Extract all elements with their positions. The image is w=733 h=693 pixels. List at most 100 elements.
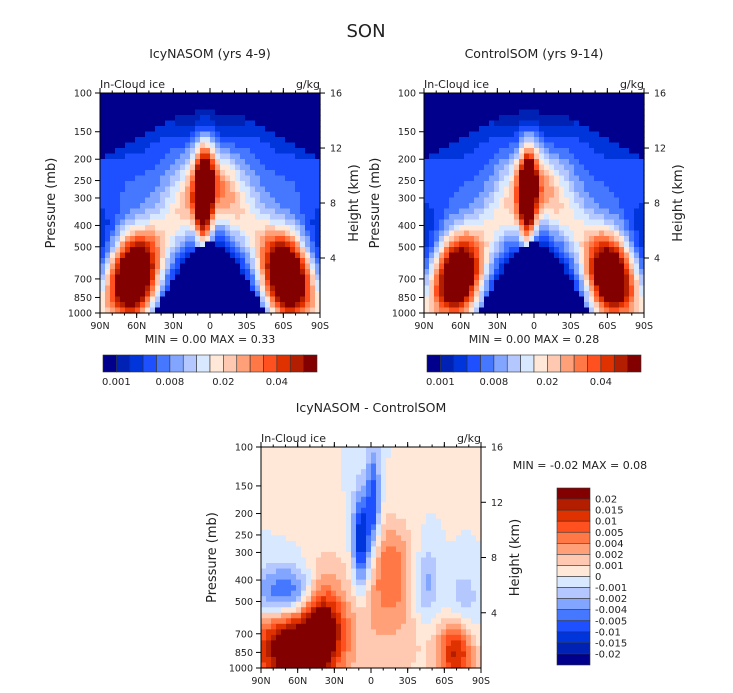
field-cell (411, 651, 417, 658)
field-cell (584, 236, 590, 243)
field-cell (579, 137, 585, 144)
field-cell (524, 104, 530, 111)
field-cell (474, 302, 480, 309)
field-cell (235, 137, 241, 144)
field-cell (105, 208, 111, 215)
field-cell (366, 662, 372, 669)
field-cell (266, 590, 272, 597)
field-cell (401, 596, 407, 603)
field-cell (105, 302, 111, 309)
field-cell (429, 197, 435, 204)
field-cell (261, 524, 267, 531)
field-cell (230, 274, 236, 281)
field-cell (624, 230, 630, 237)
field-cell (554, 203, 560, 210)
field-cell (376, 618, 382, 625)
field-cell (366, 590, 372, 597)
field-cell (614, 280, 620, 287)
x-tick-label: 90S (635, 321, 653, 332)
field-cell (160, 170, 166, 177)
field-cell (291, 640, 297, 647)
field-cell (265, 120, 271, 127)
field-cell (624, 307, 630, 314)
field-cell (534, 252, 540, 259)
field-cell (105, 192, 111, 199)
field-cell (276, 557, 282, 564)
field-cell (639, 269, 645, 276)
field-cell (205, 307, 211, 314)
field-cell (554, 302, 560, 309)
field-cell (276, 568, 282, 575)
field-cell (310, 93, 316, 100)
field-cell (240, 296, 246, 303)
field-cell (589, 148, 595, 155)
field-cell (514, 148, 520, 155)
field-cell (341, 458, 347, 465)
field-cell (150, 214, 156, 221)
field-cell (411, 540, 417, 548)
field-cell (449, 148, 455, 155)
field-cell (554, 263, 560, 270)
field-cell (261, 623, 267, 630)
field-cell (185, 208, 191, 215)
field-cell (406, 623, 412, 630)
field-cell (205, 274, 211, 281)
field-cell (220, 126, 226, 133)
field-cell (599, 115, 605, 122)
field-cell (371, 574, 377, 581)
colorbar-swatch (613, 354, 628, 373)
field-cell (225, 247, 231, 254)
field-cell (639, 192, 645, 199)
field-cell (504, 285, 510, 292)
field-cell (230, 252, 236, 259)
field-cell (281, 518, 287, 525)
field-cell (145, 274, 151, 281)
field-cell (215, 236, 221, 243)
field-cell (100, 219, 106, 226)
field-cell (150, 219, 156, 226)
field-cell (295, 126, 301, 133)
field-cell (574, 302, 580, 309)
field-cell (474, 192, 480, 199)
field-cell (396, 496, 402, 503)
field-cell (286, 629, 292, 636)
field-cell (290, 115, 296, 122)
field-cell (160, 241, 166, 248)
field-cell (321, 574, 327, 581)
field-cell (474, 263, 480, 270)
field-cell (281, 563, 287, 570)
field-cell (449, 104, 455, 111)
field-cell (594, 186, 600, 193)
field-cell (280, 219, 286, 226)
field-cell (569, 164, 575, 171)
field-cell (639, 258, 645, 265)
field-cell (305, 296, 311, 303)
field-cell (534, 258, 540, 265)
panel-title: IcyNASOM - ControlSOM (296, 400, 447, 415)
field-cell (429, 181, 435, 188)
field-cell (539, 153, 545, 160)
field-cell (386, 607, 392, 614)
field-cell (321, 579, 327, 586)
field-cell (514, 131, 520, 138)
field-cell (310, 291, 316, 298)
field-cell (225, 148, 231, 155)
field-cell (311, 590, 317, 597)
field-cell (424, 247, 430, 254)
field-cell (185, 153, 191, 160)
field-cell (554, 137, 560, 144)
field-cell (271, 645, 277, 653)
field-cell (315, 109, 321, 116)
field-cell (140, 225, 146, 232)
field-cell (205, 159, 211, 166)
field-cell (346, 557, 352, 564)
field-cell (245, 203, 251, 210)
field-cell (584, 115, 590, 122)
field-cell (240, 170, 246, 177)
field-cell (175, 186, 181, 193)
field-cell (300, 93, 306, 100)
field-cell (549, 236, 555, 243)
field-cell (100, 175, 106, 182)
field-cell (175, 131, 181, 138)
field-cell (594, 126, 600, 133)
